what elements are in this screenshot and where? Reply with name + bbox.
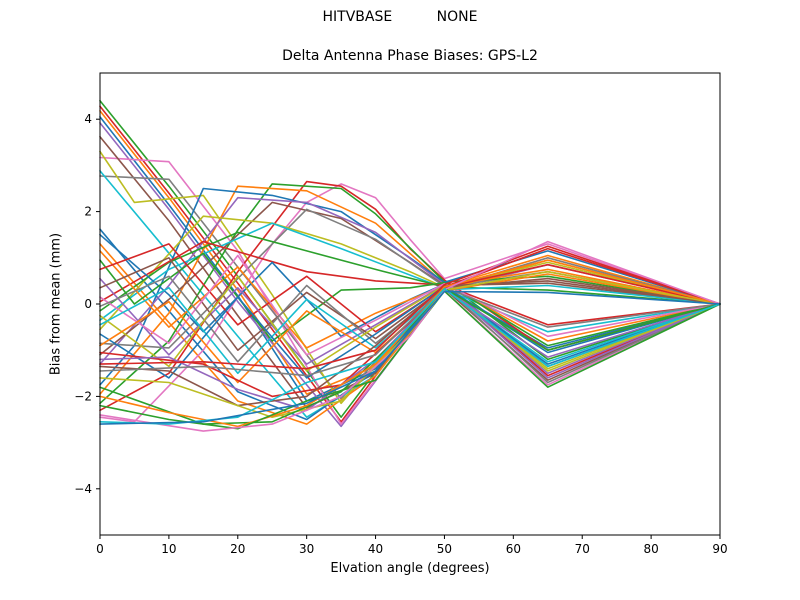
x-tick-label: 10: [161, 542, 176, 556]
x-tick-label: 60: [506, 542, 521, 556]
bias-line: [99, 110, 721, 395]
bias-line: [99, 287, 721, 425]
y-tick-label: −2: [74, 389, 92, 403]
x-tick-label: 70: [575, 542, 590, 556]
bias-line: [99, 185, 721, 395]
x-tick-label: 40: [368, 542, 383, 556]
y-tick-label: 2: [84, 205, 92, 219]
bias-line: [99, 263, 721, 398]
bias-line: [99, 240, 721, 326]
plot-border: [99, 72, 721, 536]
bias-line: [99, 201, 721, 356]
bias-line: [99, 259, 721, 428]
bias-line: [99, 240, 721, 432]
bias-line: [99, 150, 721, 405]
bias-line: [99, 245, 721, 370]
bias-line: [99, 183, 721, 423]
y-tick-label: 0: [84, 297, 92, 311]
x-tick-label: 20: [230, 542, 245, 556]
bias-line: [99, 286, 721, 377]
bias-line: [99, 280, 721, 407]
bias-line: [99, 156, 721, 425]
y-tick-label: −4: [74, 482, 92, 496]
bias-line: [99, 256, 721, 352]
bias-line: [99, 254, 721, 356]
bias-line: [99, 208, 721, 384]
bias-line: [99, 222, 721, 363]
bias-line: [99, 290, 721, 425]
x-tick-label: 0: [96, 542, 104, 556]
x-tick-label: 30: [299, 542, 314, 556]
bias-line: [99, 99, 721, 419]
bias-line: [99, 243, 721, 333]
bias-line: [99, 275, 721, 372]
x-tick-label: 80: [643, 542, 658, 556]
bias-line: [99, 284, 721, 375]
bias-line: [99, 233, 721, 368]
bias-line: [99, 228, 721, 421]
figure-suptitle: HITVBASE NONE: [322, 9, 478, 25]
bias-line: [99, 273, 721, 384]
bias-line: [99, 290, 721, 430]
bias-line: [99, 252, 721, 347]
axes-title: Delta Antenna Phase Biases: GPS-L2: [282, 48, 538, 64]
bias-line: [99, 285, 721, 379]
y-axis-label: Bias from mean (mm): [48, 232, 64, 376]
bias-line: [99, 105, 721, 423]
x-tick-label: 90: [712, 542, 727, 556]
bias-line: [99, 215, 721, 331]
y-tick-label: 4: [84, 112, 92, 126]
bias-line: [99, 256, 721, 363]
bias-line: [99, 277, 721, 379]
x-axis-label: Elvation angle (degrees): [330, 561, 490, 576]
x-tick-label: 50: [437, 542, 452, 556]
bias-line: [99, 250, 721, 349]
